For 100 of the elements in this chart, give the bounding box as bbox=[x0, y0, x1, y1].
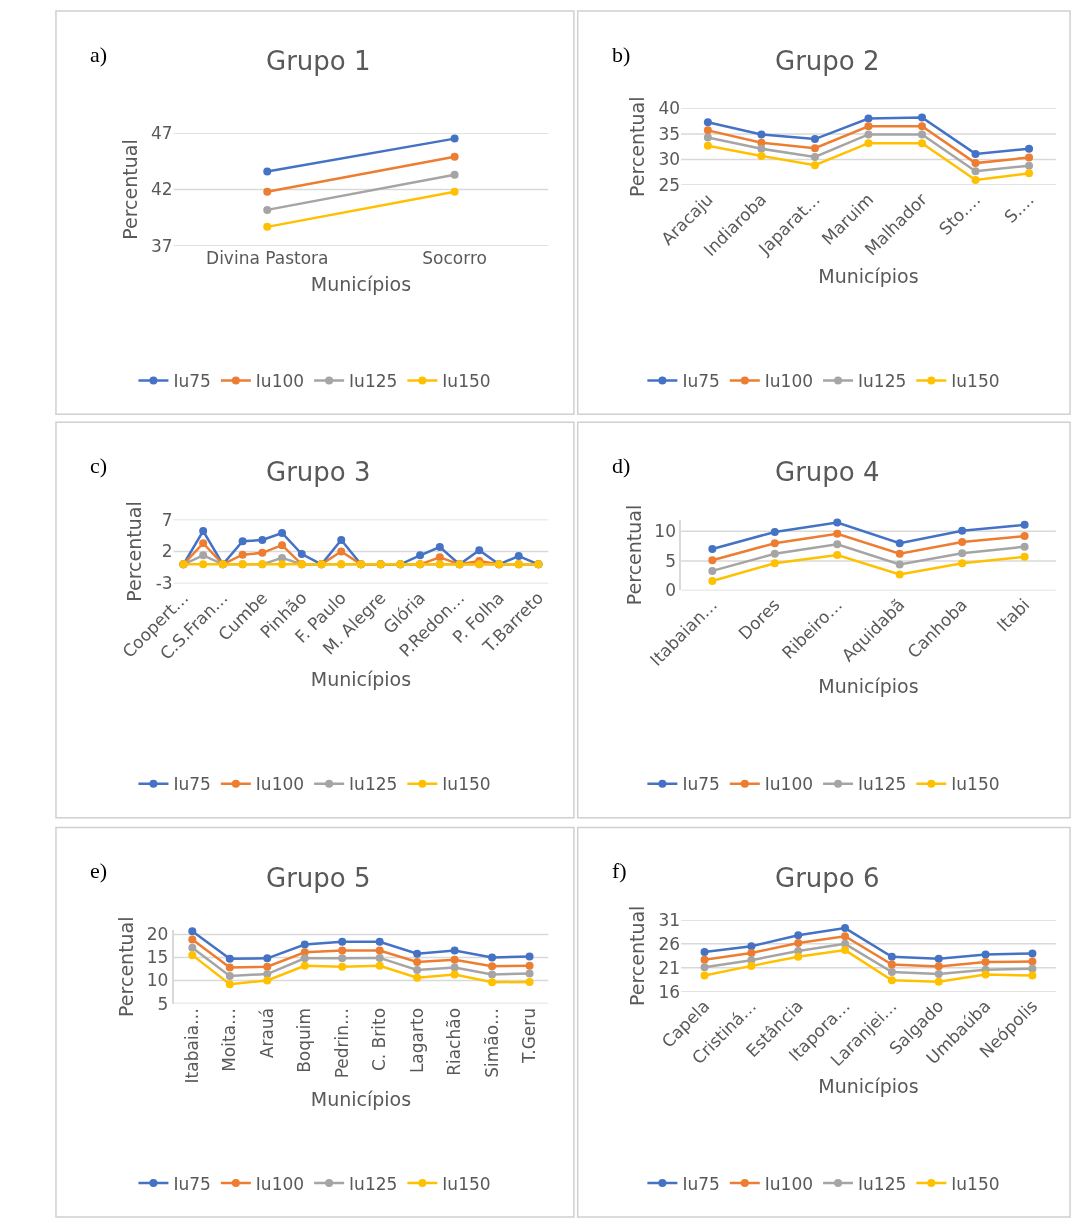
point bbox=[199, 560, 208, 569]
legend-label: Iu100 bbox=[255, 774, 305, 795]
point bbox=[708, 576, 717, 585]
point bbox=[488, 953, 497, 962]
point bbox=[1028, 964, 1037, 973]
point bbox=[757, 144, 766, 153]
point bbox=[934, 977, 943, 986]
point bbox=[338, 937, 347, 946]
x-tick-label: Itabaia… bbox=[181, 1007, 202, 1084]
point bbox=[887, 952, 896, 961]
point bbox=[435, 543, 444, 552]
point bbox=[258, 548, 267, 557]
point bbox=[1020, 542, 1029, 551]
point bbox=[199, 527, 208, 536]
point bbox=[770, 549, 779, 558]
x-tick-label: Socorro bbox=[422, 248, 487, 269]
x-tick-label: Pedrin… bbox=[331, 1007, 352, 1079]
legend-label: Iu100 bbox=[764, 371, 814, 392]
point bbox=[757, 130, 766, 139]
point bbox=[1028, 957, 1037, 966]
point bbox=[1025, 144, 1034, 153]
point bbox=[488, 970, 497, 979]
point bbox=[525, 961, 534, 970]
point bbox=[514, 552, 523, 561]
legend-label: Iu75 bbox=[173, 371, 211, 392]
y-tick-label: 10 bbox=[654, 521, 676, 542]
y-tick-label: 42 bbox=[150, 179, 173, 200]
point bbox=[703, 118, 712, 127]
point bbox=[708, 545, 717, 554]
y-axis-title: Percentual bbox=[626, 96, 649, 197]
legend-label: Iu150 bbox=[951, 774, 1000, 795]
point bbox=[188, 943, 197, 952]
point bbox=[1028, 971, 1037, 980]
point bbox=[278, 541, 287, 550]
point bbox=[708, 556, 717, 565]
y-tick-label: 16 bbox=[658, 981, 681, 1002]
point bbox=[1028, 949, 1037, 958]
point bbox=[841, 946, 850, 955]
point bbox=[887, 976, 896, 985]
chart-title: Grupo 5 bbox=[266, 863, 371, 893]
point bbox=[450, 970, 459, 979]
point bbox=[199, 539, 208, 548]
point bbox=[1025, 153, 1034, 162]
legend-label: Iu150 bbox=[442, 371, 491, 392]
legend-label: Iu100 bbox=[255, 371, 305, 392]
legend-label: Iu125 bbox=[349, 774, 398, 795]
point bbox=[887, 968, 896, 977]
point bbox=[794, 931, 803, 940]
point bbox=[416, 551, 425, 560]
x-tick-label: Simão… bbox=[481, 1007, 502, 1078]
point bbox=[981, 950, 990, 959]
point bbox=[864, 122, 873, 131]
point bbox=[918, 113, 926, 122]
point bbox=[918, 122, 926, 131]
point bbox=[833, 518, 842, 527]
point bbox=[934, 954, 943, 963]
point bbox=[794, 952, 803, 961]
point bbox=[981, 958, 990, 967]
point bbox=[810, 135, 819, 144]
point bbox=[525, 969, 534, 978]
point bbox=[958, 526, 967, 535]
x-tick-label: Lagarto bbox=[406, 1007, 427, 1074]
point bbox=[413, 949, 422, 958]
point bbox=[895, 560, 904, 569]
point bbox=[525, 952, 534, 961]
point bbox=[864, 139, 873, 148]
chart-title: Grupo 3 bbox=[266, 457, 371, 487]
point bbox=[703, 126, 712, 135]
point bbox=[971, 159, 980, 168]
legend-label: Iu100 bbox=[255, 1173, 305, 1194]
point bbox=[263, 205, 272, 214]
point bbox=[895, 539, 904, 548]
y-tick-label: 30 bbox=[658, 149, 681, 170]
y-tick-label: 5 bbox=[157, 993, 169, 1014]
y-tick-label: 25 bbox=[658, 175, 681, 196]
point bbox=[450, 187, 459, 196]
x-tick-label: S.… bbox=[1000, 189, 1038, 227]
point bbox=[258, 536, 267, 545]
x-tick-label: Arauá bbox=[256, 1007, 277, 1059]
point bbox=[864, 114, 873, 123]
point bbox=[971, 175, 980, 184]
point bbox=[934, 970, 943, 979]
point bbox=[263, 222, 272, 231]
y-tick-label: 15 bbox=[146, 947, 169, 968]
point bbox=[278, 528, 287, 537]
point bbox=[703, 133, 712, 142]
chart-title: Grupo 4 bbox=[775, 457, 880, 487]
point bbox=[188, 935, 197, 944]
point bbox=[810, 144, 819, 153]
point bbox=[971, 167, 980, 176]
point bbox=[488, 962, 497, 971]
point bbox=[700, 963, 709, 972]
x-axis-title: Municípios bbox=[310, 272, 412, 295]
legend-label: Iu75 bbox=[682, 774, 720, 795]
point bbox=[981, 970, 990, 979]
x-tick-label: Riachão bbox=[444, 1007, 465, 1076]
text: c) bbox=[90, 453, 108, 478]
point bbox=[864, 130, 873, 139]
x-axis-title: Municípios bbox=[818, 264, 919, 287]
x-tick-label: C. Brito bbox=[369, 1007, 390, 1072]
